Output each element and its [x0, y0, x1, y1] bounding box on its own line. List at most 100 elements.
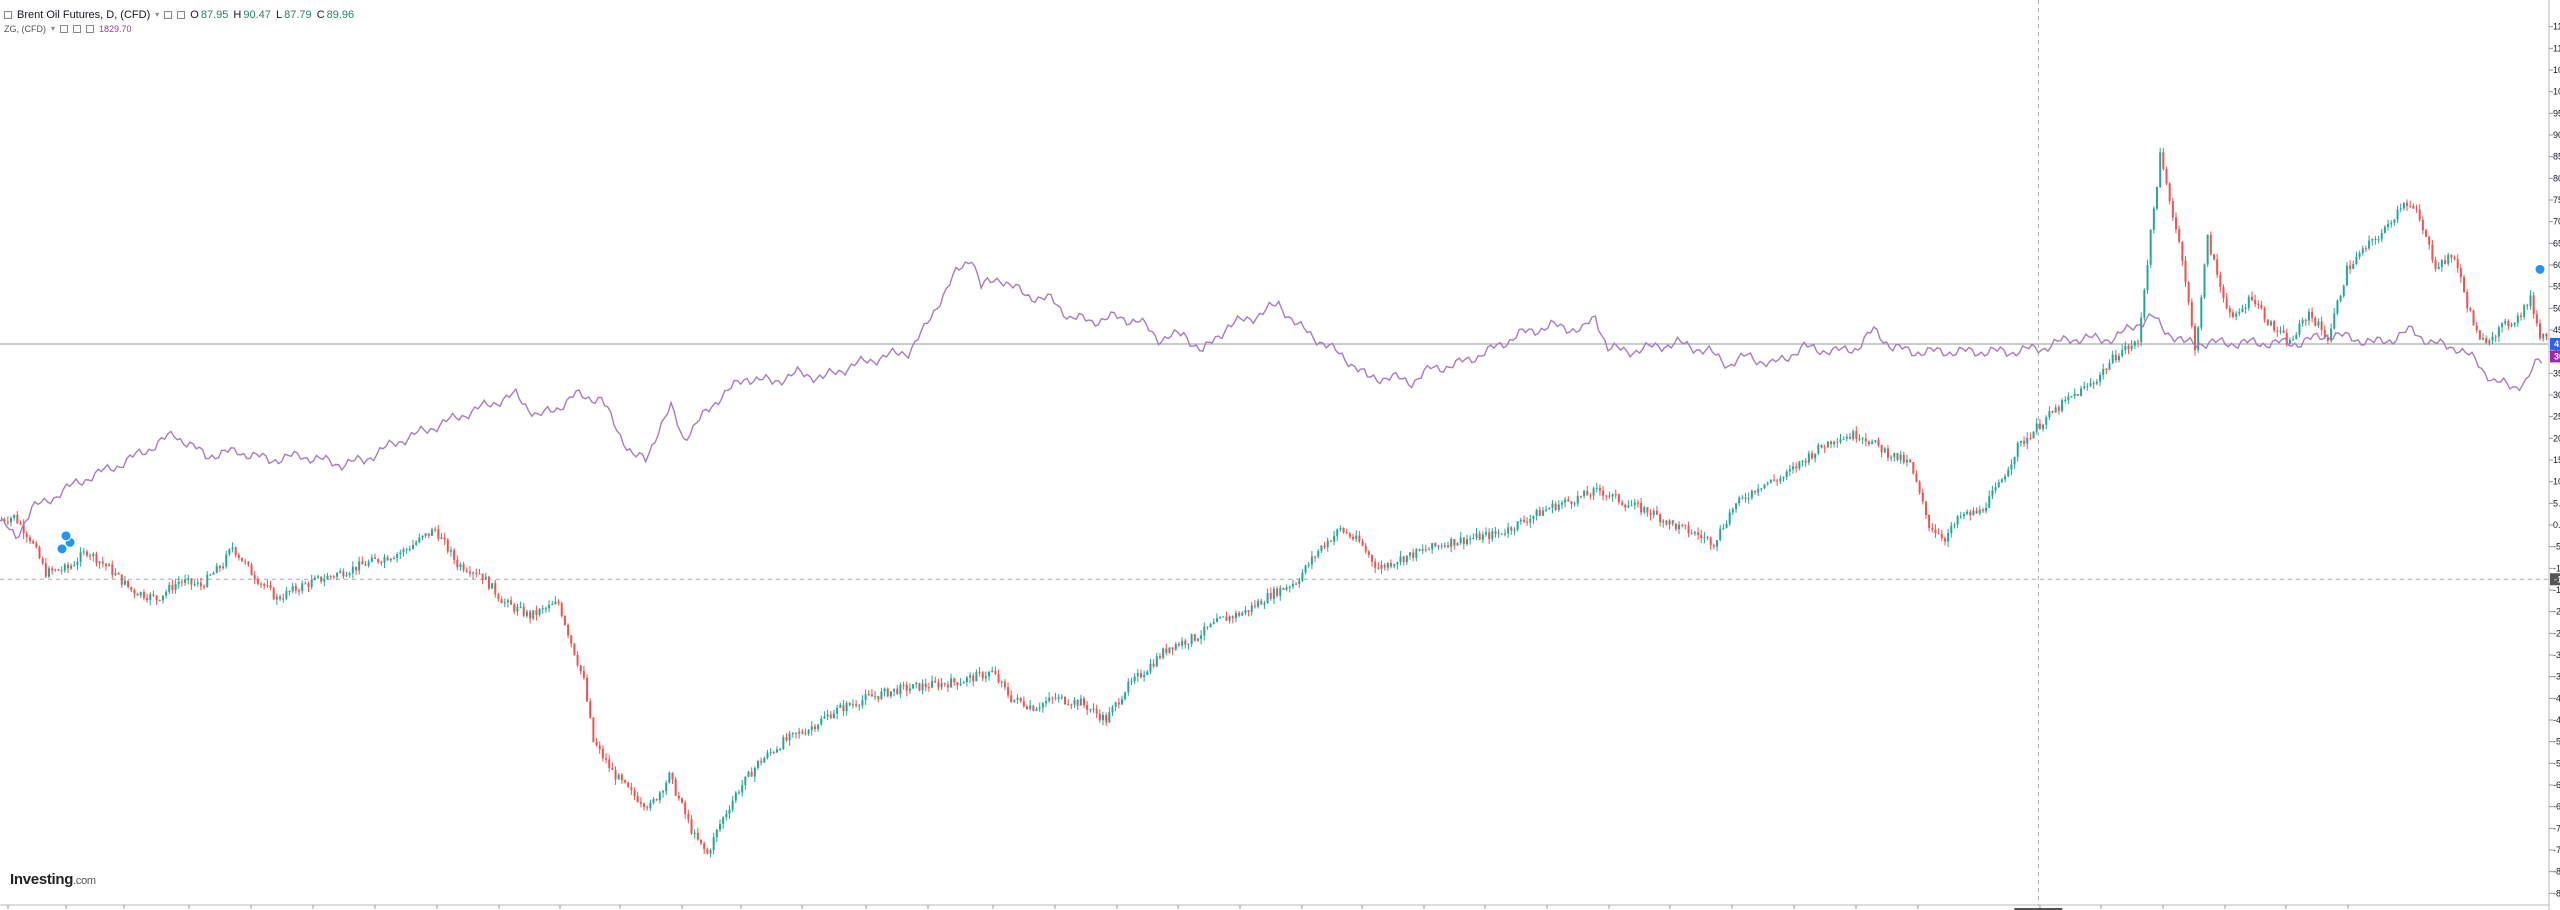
candle-body	[2247, 296, 2250, 308]
candle-body	[1997, 482, 2000, 488]
event-marker-icon[interactable]	[60, 530, 72, 542]
candle-body	[1978, 509, 1981, 514]
candle-body	[1323, 545, 1326, 548]
collapse-icon[interactable]	[4, 11, 12, 19]
candle-body	[307, 583, 310, 587]
hide-icon[interactable]	[177, 11, 186, 19]
candle-body	[2317, 321, 2320, 326]
candle-body	[1405, 555, 1408, 563]
settings-icon[interactable]	[164, 11, 173, 19]
candle-body	[541, 608, 544, 610]
hide-icon[interactable]	[73, 25, 82, 33]
candle-body	[1190, 634, 1193, 644]
candle-body	[544, 608, 547, 610]
candle-body	[1545, 509, 1548, 511]
candle-body	[2118, 355, 2121, 361]
y-tick-label: 25.00%	[2553, 412, 2560, 422]
candle-body	[231, 547, 234, 550]
candle-body	[2045, 417, 2048, 425]
candle-body	[1263, 603, 1266, 605]
candle-body	[1747, 497, 1750, 499]
chevron-down-icon[interactable]: ▾	[155, 10, 160, 19]
candle-body	[70, 565, 73, 569]
candle-body	[978, 672, 981, 674]
candle-body	[2535, 314, 2538, 324]
candle-body	[1836, 441, 1839, 443]
candle-body	[2298, 323, 2301, 335]
candle-body	[972, 675, 975, 682]
candle-body	[104, 563, 107, 567]
candle-body	[1858, 438, 1861, 440]
candle-body	[1674, 523, 1677, 530]
chevron-down-icon[interactable]: ▾	[51, 24, 56, 33]
candle-body	[139, 592, 142, 596]
candle-body	[1409, 552, 1412, 556]
candle-body	[1950, 525, 1953, 534]
candle-body	[2523, 305, 2526, 317]
candle-body	[1522, 519, 1525, 522]
candle-body	[1437, 545, 1440, 547]
event-marker-icon[interactable]	[56, 543, 68, 555]
candle-body	[2450, 254, 2453, 258]
settings-icon[interactable]	[60, 25, 69, 33]
candle-body	[1921, 492, 1924, 502]
candle-body	[1367, 551, 1370, 556]
candle-body	[1497, 533, 1500, 535]
candle-body	[627, 782, 630, 788]
candle-body	[1111, 706, 1114, 713]
candle-body	[2545, 333, 2548, 337]
candle-body	[636, 796, 639, 802]
candle-body	[943, 683, 946, 685]
y-tick-label: 5.00%	[2553, 498, 2560, 508]
candle-body	[681, 798, 684, 803]
candle-body	[361, 561, 364, 565]
candle-body	[1184, 640, 1187, 645]
candle-body	[668, 772, 671, 783]
candle-body	[1886, 448, 1889, 458]
candle-body	[2273, 321, 2276, 331]
candle-body	[2206, 235, 2209, 265]
candle-body	[782, 737, 785, 749]
candle-body	[1779, 478, 1782, 482]
candle-body	[298, 590, 301, 592]
candle-body	[696, 832, 699, 840]
event-marker-icon[interactable]	[2534, 263, 2546, 275]
candle-body	[1307, 564, 1310, 566]
candle-body	[1529, 518, 1532, 523]
candle-body	[1646, 507, 1649, 513]
candle-body	[1371, 555, 1374, 562]
candle-body	[532, 610, 535, 619]
remove-icon[interactable]	[86, 25, 95, 33]
candle-body	[1130, 681, 1133, 683]
candle-body	[1681, 524, 1684, 526]
candle-body	[880, 691, 883, 699]
candle-body	[1541, 510, 1544, 516]
candle-body	[1602, 490, 1605, 496]
candle-body	[2412, 205, 2415, 209]
y-tick-label: -10.00%	[2553, 563, 2560, 573]
candle-body	[1253, 605, 1256, 607]
candle-body	[2387, 224, 2390, 227]
y-tick-label: -45.00%	[2553, 715, 2560, 725]
candle-body	[1108, 712, 1111, 723]
candle-body	[2377, 239, 2380, 241]
candle-body	[1811, 453, 1814, 459]
candle-body	[1766, 482, 1769, 485]
candle-body	[769, 752, 772, 754]
candle-body	[516, 607, 519, 612]
candle-body	[218, 565, 221, 569]
candle-body	[1250, 605, 1253, 612]
candle-body	[19, 523, 22, 525]
candle-body	[1310, 556, 1313, 565]
candle-body	[1060, 696, 1063, 698]
y-tick-label: -30.00%	[2553, 650, 2560, 660]
candle-body	[2137, 341, 2140, 343]
price-labels: -12.52 41.78% 30.90%	[2550, 337, 2560, 586]
candle-body	[706, 849, 709, 854]
candle-body	[370, 557, 373, 562]
candle-body	[1016, 697, 1019, 700]
candle-body	[785, 737, 788, 741]
candle-body	[1617, 494, 1620, 503]
candle-body	[709, 850, 712, 854]
